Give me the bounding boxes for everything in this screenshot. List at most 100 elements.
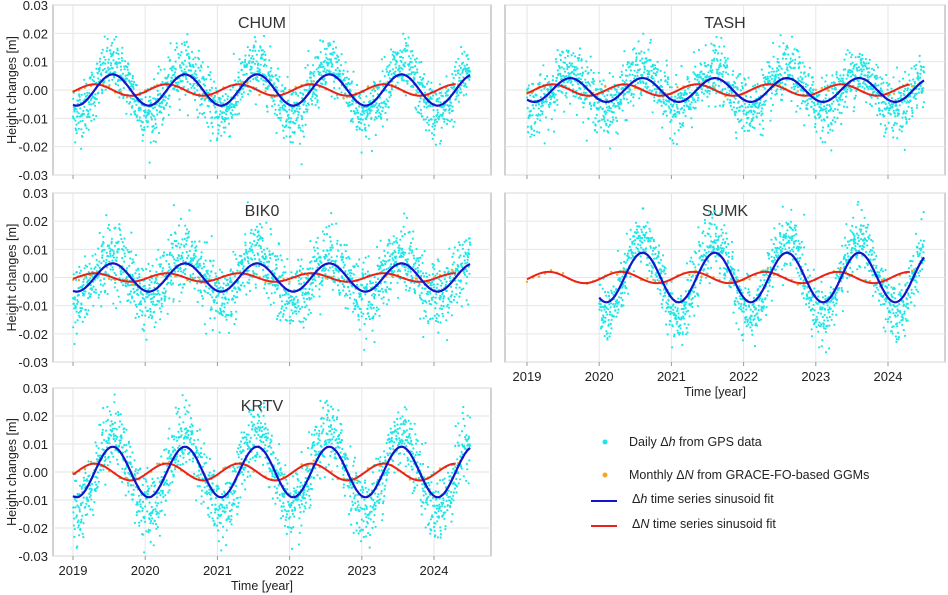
- gps-point: [133, 98, 135, 100]
- gps-point: [297, 114, 299, 116]
- gps-point: [140, 300, 142, 302]
- gps-point: [672, 142, 674, 144]
- gps-point: [696, 79, 698, 81]
- gps-point: [868, 71, 870, 73]
- gps-point: [109, 49, 111, 51]
- gps-point: [540, 89, 542, 91]
- gps-point: [805, 86, 807, 88]
- gps-point: [156, 126, 158, 128]
- gps-point: [196, 77, 198, 79]
- gps-point: [881, 90, 883, 92]
- gps-point: [527, 131, 529, 133]
- gps-point: [778, 45, 780, 47]
- gps-point: [352, 71, 354, 73]
- gps-point: [107, 67, 109, 69]
- gps-point: [282, 124, 284, 126]
- gps-point: [844, 68, 846, 70]
- gps-point: [623, 50, 625, 52]
- gps-point: [708, 105, 710, 107]
- gps-point: [553, 131, 555, 133]
- gps-point: [536, 118, 538, 120]
- gps-point: [711, 71, 713, 73]
- gps-point: [320, 262, 322, 264]
- gps-point: [184, 283, 186, 285]
- gps-point: [844, 101, 846, 103]
- gps-point: [364, 124, 366, 126]
- gps-point: [130, 113, 132, 115]
- gps-point: [120, 66, 122, 68]
- gps-point: [308, 104, 310, 106]
- gps-point: [376, 106, 378, 108]
- gps-point: [257, 254, 259, 256]
- gps-point: [791, 75, 793, 77]
- gps-point: [280, 117, 282, 119]
- grace-point: [676, 86, 678, 88]
- gps-point: [76, 303, 78, 305]
- gps-point: [298, 311, 300, 313]
- figure: 0.030.020.010.00-0.01-0.02-0.03Height ch…: [0, 0, 948, 595]
- gps-point: [331, 96, 333, 98]
- gps-point: [826, 116, 828, 118]
- gps-point: [115, 260, 117, 262]
- gps-point: [235, 288, 237, 290]
- gps-point: [90, 267, 92, 269]
- gps-point: [693, 51, 695, 53]
- gps-point: [435, 93, 437, 95]
- gps-point: [447, 89, 449, 91]
- gps-point: [565, 92, 567, 94]
- gps-point: [88, 292, 90, 294]
- gps-point: [76, 271, 78, 273]
- gps-point: [107, 227, 109, 229]
- gps-point: [282, 130, 284, 132]
- gps-point: [283, 137, 285, 139]
- gps-point: [776, 67, 778, 69]
- gps-point: [642, 33, 644, 35]
- gps-point: [809, 67, 811, 69]
- gps-point: [240, 284, 242, 286]
- gps-point: [147, 120, 149, 122]
- gps-point: [351, 80, 353, 82]
- gps-point: [254, 63, 256, 65]
- gps-point: [694, 101, 696, 103]
- gps-point: [154, 106, 156, 108]
- gps-point: [634, 75, 636, 77]
- gps-point: [184, 94, 186, 96]
- gps-point: [189, 83, 191, 85]
- gps-point: [95, 289, 97, 291]
- gps-point: [247, 260, 249, 262]
- gps-point: [292, 141, 294, 143]
- gps-point: [869, 103, 871, 105]
- gps-point: [655, 91, 657, 93]
- gps-point: [185, 243, 187, 245]
- gps-point: [764, 76, 766, 78]
- gps-point: [433, 109, 435, 111]
- gps-point: [526, 90, 528, 92]
- gps-point: [151, 315, 153, 317]
- gps-point: [238, 71, 240, 73]
- gps-point: [455, 74, 457, 76]
- gps-point: [83, 278, 85, 280]
- gps-point: [578, 57, 580, 59]
- gps-point: [424, 86, 426, 88]
- gps-point: [683, 109, 685, 111]
- gps-point: [724, 57, 726, 59]
- gps-point: [584, 79, 586, 81]
- gps-point: [176, 42, 178, 44]
- gps-point: [261, 237, 263, 239]
- gps-point: [408, 55, 410, 57]
- gps-point: [203, 263, 205, 265]
- gps-point: [298, 280, 300, 282]
- gps-point: [126, 249, 128, 251]
- gps-point: [188, 62, 190, 64]
- gps-point: [104, 36, 106, 38]
- gps-point: [650, 39, 652, 41]
- gps-point: [80, 303, 82, 305]
- gps-point: [256, 54, 258, 56]
- gps-point: [722, 88, 724, 90]
- gps-point: [352, 103, 354, 105]
- gps-point: [211, 116, 213, 118]
- gps-point: [425, 129, 427, 131]
- gps-point: [118, 248, 120, 250]
- gps-point: [618, 108, 620, 110]
- gps-point: [250, 246, 252, 248]
